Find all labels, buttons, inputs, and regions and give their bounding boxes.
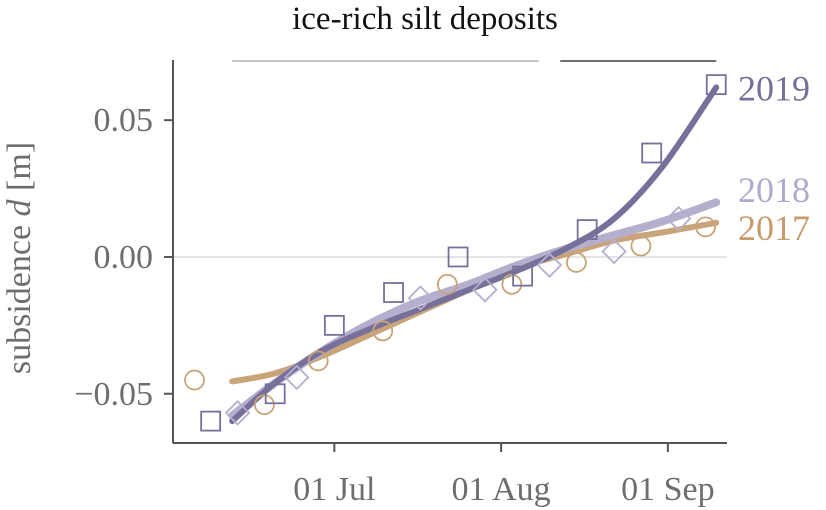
y-axis-label: subsidence d [m]: [1, 142, 38, 374]
y-axis-label-text: subsidence: [1, 225, 38, 374]
y-tick-label: 0.05: [94, 102, 154, 139]
x-tick-label: 01 Aug: [452, 471, 551, 508]
point-2017: [372, 320, 394, 342]
point-2019: [264, 383, 286, 405]
point-2017: [501, 273, 523, 295]
point-2018: [407, 285, 434, 311]
point-2017: [630, 235, 652, 257]
series-label-2018: 2018: [738, 170, 810, 210]
y-axis-label-symbol: d: [1, 198, 38, 216]
y-tick-label: 0.00: [94, 239, 154, 276]
point-2018: [601, 238, 627, 265]
point-2018: [283, 364, 310, 391]
point-2019: [512, 265, 534, 287]
x-ticks: 01 Jul 01 Aug 01 Sep: [293, 443, 715, 508]
point-2017: [436, 273, 458, 295]
y-axis: 0.05 0.00 −0.05: [74, 60, 174, 443]
data-markers: [184, 74, 727, 432]
y-ticks: 0.05 0.00 −0.05: [74, 102, 173, 413]
series-label-2019: 2019: [738, 69, 810, 109]
x-tick-label: 01 Jul: [293, 471, 375, 508]
point-2017: [307, 350, 329, 372]
chart-title: ice-rich silt deposits: [292, 1, 558, 37]
point-2017: [254, 394, 275, 416]
y-tick-label: −0.05: [74, 376, 153, 413]
point-2018: [224, 400, 251, 426]
x-tick-label: 01 Sep: [621, 471, 715, 508]
point-2018: [536, 252, 563, 278]
point-2019: [323, 314, 345, 336]
point-2017: [695, 216, 716, 238]
point-2019: [576, 219, 598, 241]
point-2019: [705, 74, 727, 96]
point-2018: [472, 277, 498, 303]
y-axis-label-unit: [m]: [1, 142, 38, 191]
point-2019: [641, 142, 663, 164]
point-2019: [447, 246, 469, 268]
x-axis: 01 Jul 01 Aug 01 Sep: [173, 442, 727, 508]
point-2017: [184, 369, 205, 391]
point-2019: [383, 282, 404, 303]
point-2019: [200, 410, 222, 432]
point-2017: [565, 252, 587, 273]
series-label-2017: 2017: [738, 208, 810, 248]
point-2018: [665, 205, 692, 232]
fit-line-2019: [229, 84, 720, 425]
